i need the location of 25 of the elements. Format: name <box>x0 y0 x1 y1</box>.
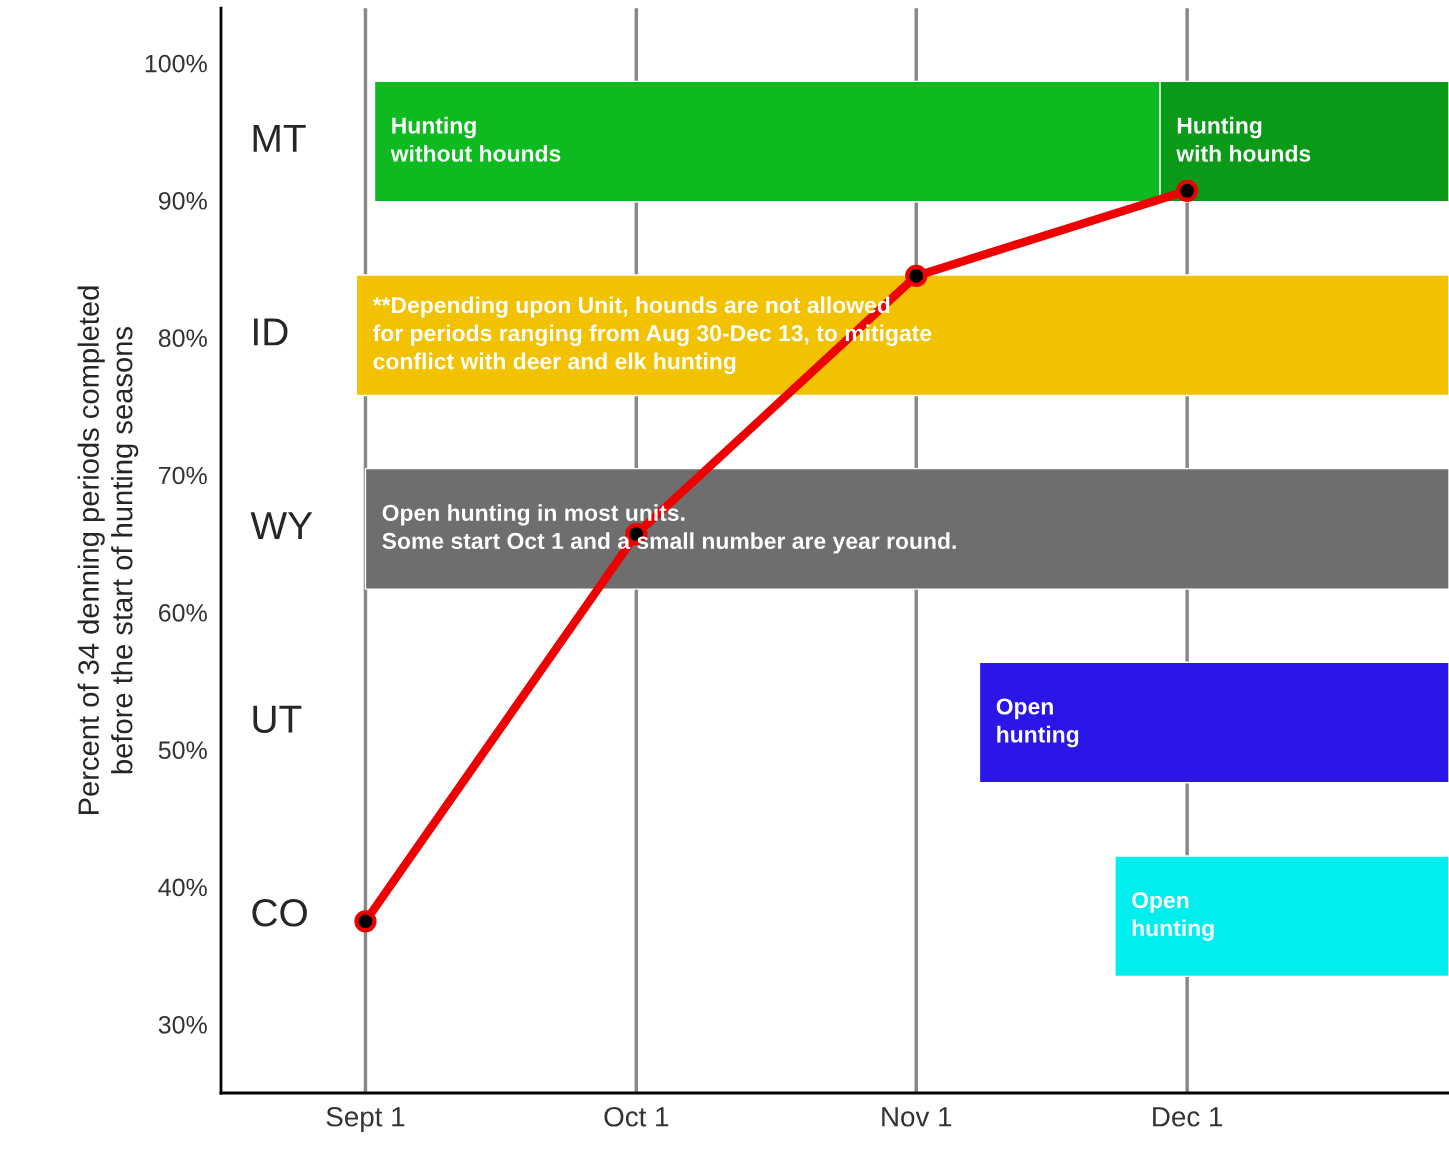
x-tick-label: Oct 1 <box>604 1106 669 1127</box>
point <box>905 264 928 288</box>
y-tick-label: 60% <box>159 603 207 622</box>
y-tick-label: 50% <box>158 741 207 759</box>
point <box>1176 179 1199 202</box>
point <box>354 910 377 933</box>
x-tick-label: Sept 1 <box>326 1106 405 1133</box>
y-tick-label: 100% <box>145 54 207 73</box>
y-tick-label: 30% <box>158 1015 207 1034</box>
y-tick-label: 40% <box>158 878 207 897</box>
band-label: Open hunting <box>1132 892 1214 941</box>
y-axis-title: Percent of 34 denning periods completed before the start of hunting seasons <box>77 286 139 815</box>
y-tick-label: 90% <box>158 192 207 210</box>
y-tick-label: 70% <box>159 466 207 485</box>
y-tick-label: 80% <box>158 329 207 348</box>
band-label: Hunting without hounds <box>390 116 561 162</box>
band-label: Hunting with hounds <box>1176 116 1311 162</box>
annotation: CO <box>252 899 307 927</box>
band-label: Open hunting <box>996 698 1079 748</box>
annotation: WY <box>250 512 313 539</box>
annotation: MT <box>253 124 306 152</box>
x-tick-label: Dec 1 <box>1153 1107 1223 1127</box>
x-tick-label: Nov 1 <box>882 1107 952 1127</box>
annotation: UT <box>253 705 302 733</box>
annotation: ID <box>254 318 288 346</box>
